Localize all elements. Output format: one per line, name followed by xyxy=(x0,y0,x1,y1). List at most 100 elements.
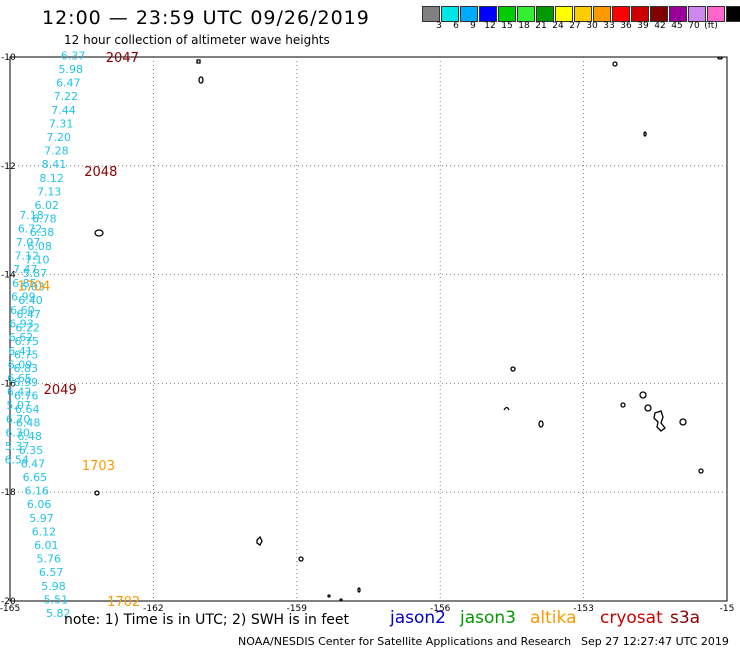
color-scale-label: 36 xyxy=(620,21,632,31)
swh-value: 6.57 xyxy=(39,566,64,579)
swh-value: 5.51 xyxy=(44,593,69,606)
color-swatch xyxy=(422,6,440,22)
credit-line: NOAA/NESDIS Center for Satellite Applica… xyxy=(238,635,572,648)
lat-tick-label: -14 xyxy=(1,271,16,281)
pass-time-label: 1702 xyxy=(107,595,140,610)
lat-tick-label: -16 xyxy=(1,379,16,389)
color-swatch xyxy=(707,6,725,22)
map-subtitle: 12 hour collection of altimeter wave hei… xyxy=(64,33,330,47)
swh-value: 6.38 xyxy=(30,226,55,239)
swh-value: 6.65 xyxy=(7,372,32,385)
swh-value: 7.12 xyxy=(14,250,39,263)
swh-value: 6.40 xyxy=(18,294,43,307)
footnote: note: 1) Time is in UTC; 2) SWH is in fe… xyxy=(64,612,350,628)
graticule xyxy=(10,57,727,601)
island-outline xyxy=(679,418,687,426)
color-swatch xyxy=(555,6,573,22)
island-outline xyxy=(538,420,544,428)
swh-value: 6.41 xyxy=(8,345,33,358)
color-scale-label: 18 xyxy=(518,21,530,31)
swh-value: 6.12 xyxy=(32,525,57,538)
swh-value: 6.08 xyxy=(27,240,52,253)
island-outline xyxy=(94,229,104,237)
swh-value: 6.22 xyxy=(15,321,40,334)
swh-value: 7.20 xyxy=(47,131,72,144)
lat-tick-label: -20 xyxy=(1,597,16,607)
color-scale-label: 21 xyxy=(535,21,547,31)
swh-points: 6.375.986.477.227.447.317.207.288.418.12… xyxy=(4,49,85,620)
swh-value: 7.10 xyxy=(25,253,50,266)
color-swatch xyxy=(460,6,478,22)
island-outline xyxy=(612,61,618,67)
pass-time-label: 2048 xyxy=(84,165,117,180)
color-scale-bar xyxy=(422,6,740,22)
color-swatch xyxy=(650,6,668,22)
swh-value: 6.02 xyxy=(35,199,60,212)
island-outline xyxy=(510,366,516,372)
swh-value: 6.03 xyxy=(20,281,45,294)
axis-ticks: -165 -162 -159 -156 -153 -15 -10 -12 -14 -16 -18 -2… xyxy=(0,53,734,614)
color-swatch xyxy=(536,6,554,22)
swh-value: 5.82 xyxy=(46,607,71,620)
color-swatch xyxy=(631,6,649,22)
swh-value: 6.78 xyxy=(32,213,57,226)
legend-cryosat: cryosat xyxy=(600,608,663,628)
swh-value: 6.99 xyxy=(11,290,36,303)
island-outline xyxy=(256,535,263,546)
pass-time-label: 2049 xyxy=(44,383,77,398)
swh-value: 6.48 xyxy=(17,430,42,443)
swh-value: 6.99 xyxy=(14,376,39,389)
swh-value: 6.72 xyxy=(18,222,43,235)
swh-value: 5.87 xyxy=(23,267,48,280)
swh-value: 6.64 xyxy=(15,403,40,416)
island-outlines xyxy=(94,56,723,602)
pass-time-label: 1703 xyxy=(82,459,115,474)
color-scale-label: 24 xyxy=(552,21,564,31)
swh-value: 6.09 xyxy=(8,358,33,371)
swh-value: 6.47 xyxy=(16,308,41,321)
color-swatch xyxy=(593,6,611,22)
swh-value: 6.06 xyxy=(27,498,52,511)
swh-value: 6.60 xyxy=(10,304,35,317)
color-scale-label: 27 xyxy=(569,21,581,31)
swh-value: 6.85 xyxy=(12,277,37,290)
color-scale-label: 70 xyxy=(688,21,700,31)
lon-tick-label: -162 xyxy=(143,604,163,614)
swh-value: 8.41 xyxy=(42,158,67,171)
swh-value: 7.22 xyxy=(54,90,79,103)
lon-tick-label: -156 xyxy=(430,604,451,614)
lat-tick-label: -18 xyxy=(1,488,16,498)
map-title: 12:00 — 23:59 UTC 09/26/2019 xyxy=(42,7,370,29)
swh-value: 5.07 xyxy=(6,399,31,412)
swh-value: 5.37 xyxy=(5,440,30,453)
lat-tick-label: -12 xyxy=(1,162,16,172)
swh-value: 6.70 xyxy=(6,413,31,426)
swh-value: 6.75 xyxy=(14,349,39,362)
swh-value: 6.47 xyxy=(21,457,46,470)
swh-value: 7.13 xyxy=(37,185,62,198)
color-swatch xyxy=(441,6,459,22)
island-outline xyxy=(643,131,647,137)
swh-value: 7.07 xyxy=(16,236,41,249)
generated-timestamp: Sep 27 12:27:47 UTC 2019 xyxy=(581,635,729,648)
legend-jason2: jason2 xyxy=(390,608,446,628)
island-outline xyxy=(196,59,201,64)
island-outline xyxy=(327,594,331,598)
swh-value: 6.42 xyxy=(7,386,32,399)
island-outline xyxy=(298,556,304,562)
pass-time-labels: 2047 2048 1704 2049 1703 1702 xyxy=(17,51,140,610)
lon-tick-label: -15 xyxy=(720,604,735,614)
color-swatch xyxy=(688,6,706,22)
island-outline xyxy=(198,76,204,84)
swh-value: 6.76 xyxy=(14,389,39,402)
island-outline xyxy=(717,56,723,60)
island-outline xyxy=(503,406,510,411)
color-scale-label: 3 xyxy=(436,21,442,31)
color-swatch xyxy=(479,6,497,22)
lat-tick-label: -10 xyxy=(1,53,16,63)
swh-value: 5.76 xyxy=(36,553,61,566)
swh-value: 7.28 xyxy=(44,145,69,158)
lon-tick-label: -153 xyxy=(573,604,593,614)
swh-value: 7.47 xyxy=(13,263,38,276)
swh-value: 6.75 xyxy=(14,335,39,348)
